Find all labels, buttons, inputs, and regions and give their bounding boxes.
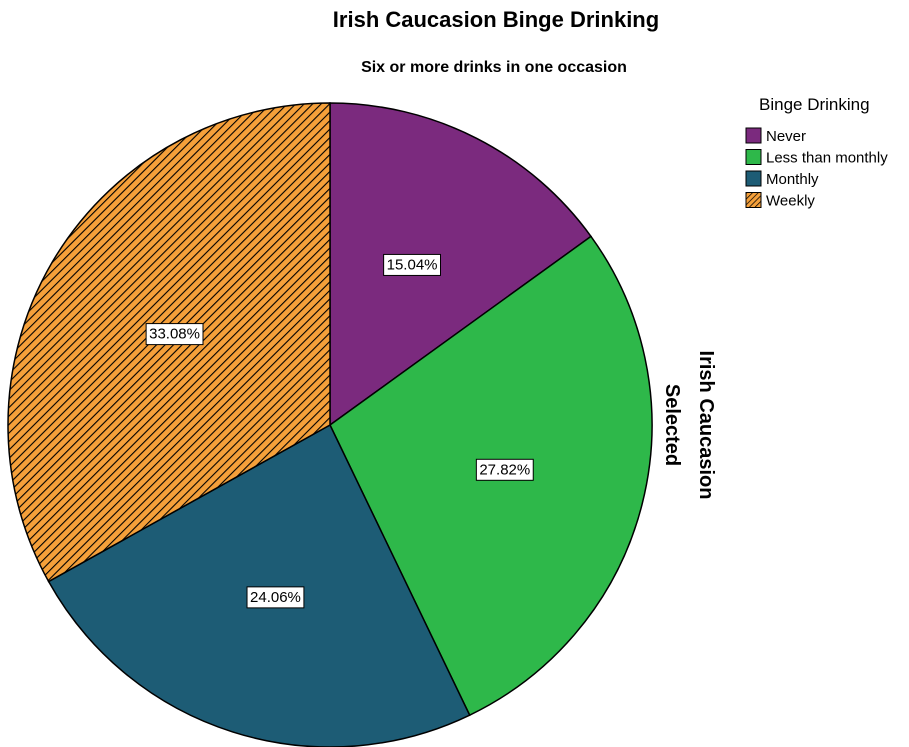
svg-text:24.06%: 24.06% — [250, 589, 301, 606]
side-label-line2: Selected — [661, 384, 683, 466]
side-label-line1: Irish Caucasion — [695, 351, 717, 500]
legend-title: Binge Drinking — [759, 95, 870, 114]
legend-item-monthly: Monthly — [745, 170, 819, 188]
svg-text:33.08%: 33.08% — [149, 326, 200, 343]
pie-slice-never — [329, 102, 593, 427]
chart-title: Irish Caucasion Binge Drinking — [333, 7, 659, 32]
pie-slices — [7, 102, 653, 747]
legend-label: Never — [766, 128, 806, 145]
side-panel-label: Irish Caucasion Selected — [661, 351, 717, 500]
legend-item-less-than-monthly: Less than monthly — [745, 149, 888, 167]
legend-label: Monthly — [766, 171, 819, 188]
legend-item-never: Never — [745, 127, 806, 145]
legend-swatch — [745, 170, 762, 187]
data-label-never: 15.04% — [383, 253, 442, 276]
svg-text:27.82%: 27.82% — [479, 461, 530, 478]
data-label-monthly: 24.06% — [246, 586, 305, 609]
legend-swatch — [745, 149, 762, 165]
legend-label: Weekly — [766, 193, 815, 210]
data-label-less-than-monthly: 27.82% — [475, 458, 534, 481]
legend-swatch — [745, 192, 762, 208]
svg-text:15.04%: 15.04% — [387, 256, 438, 273]
legend-item-weekly: Weekly — [745, 192, 815, 210]
legend: Binge Drinking Never Less than monthly Mon… — [745, 95, 888, 210]
legend-label: Less than monthly — [766, 150, 888, 167]
chart-subtitle: Six or more drinks in one occasion — [361, 59, 627, 76]
data-label-weekly: 33.08% — [145, 323, 204, 346]
legend-swatch — [745, 127, 762, 144]
pie-data-labels: 15.04% 27.82% 24.06% 33.08% — [145, 253, 534, 609]
pie-slice-monthly — [47, 423, 471, 747]
